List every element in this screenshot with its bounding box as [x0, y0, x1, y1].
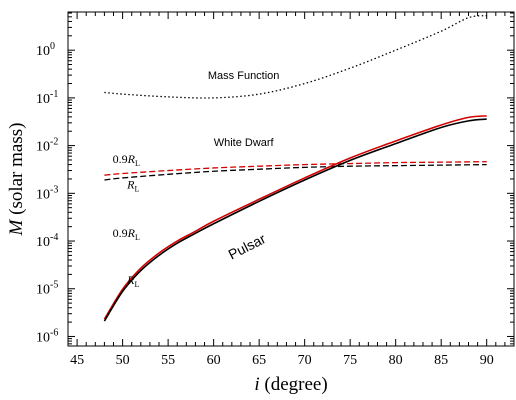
x-tick-label: 80	[389, 353, 403, 368]
x-tick-label: 55	[161, 353, 175, 368]
y-tick-label: 10-1	[36, 89, 58, 107]
y-tick-label: 10-6	[36, 327, 58, 345]
series-mass-function-line	[104, 14, 487, 99]
annotation-pulsar-rl: RL	[126, 273, 139, 289]
y-tick-label: 100	[36, 41, 55, 59]
y-axis-title: M (solar mass)	[6, 123, 27, 237]
x-tick-label: 45	[70, 353, 84, 368]
x-tick-label: 90	[480, 353, 494, 368]
y-tick-labels: 10-6 10-5 10-4 10-3 10-2 10-1 100	[36, 41, 58, 345]
x-tick-label: 85	[434, 353, 448, 368]
annotation-pulsar: Pulsar	[226, 230, 269, 262]
x-tick-label: 60	[207, 353, 221, 368]
axis-ticks	[67, 12, 515, 346]
annotation-mass-function: Mass Function	[208, 70, 280, 82]
x-tick-labels: 45 50 55 60 65 70 75 80 85 90	[70, 353, 494, 368]
series-lines	[103, 14, 487, 322]
series-pulsar-09rl-line	[103, 115, 487, 320]
x-tick-label: 70	[298, 353, 312, 368]
x-tick-label: 65	[252, 353, 266, 368]
series-wd-09rl-line	[104, 161, 487, 176]
series-wd-rl-line	[104, 163, 487, 181]
x-axis-title: i (degree)	[254, 374, 327, 395]
annotation-wd-09rl: 0.9RL	[113, 152, 140, 168]
x-tick-label: 75	[343, 353, 357, 368]
annotation-pulsar-09rl: 0.9RL	[113, 226, 140, 242]
y-tick-label: 10-2	[36, 137, 58, 155]
y-tick-label: 10-3	[36, 184, 58, 202]
annotation-white-dwarf: White Dwarf	[214, 137, 275, 149]
y-tick-label: 10-5	[36, 280, 58, 298]
series-pulsar-rl-line	[103, 118, 487, 322]
x-tick-label: 50	[116, 353, 130, 368]
y-tick-label: 10-4	[36, 232, 58, 250]
plot-frame	[67, 11, 515, 347]
annotation-wd-rl: RL	[126, 178, 139, 194]
annotations: Mass Function White Dwarf 0.9RL RL Pulsar 0.9…	[113, 70, 280, 289]
